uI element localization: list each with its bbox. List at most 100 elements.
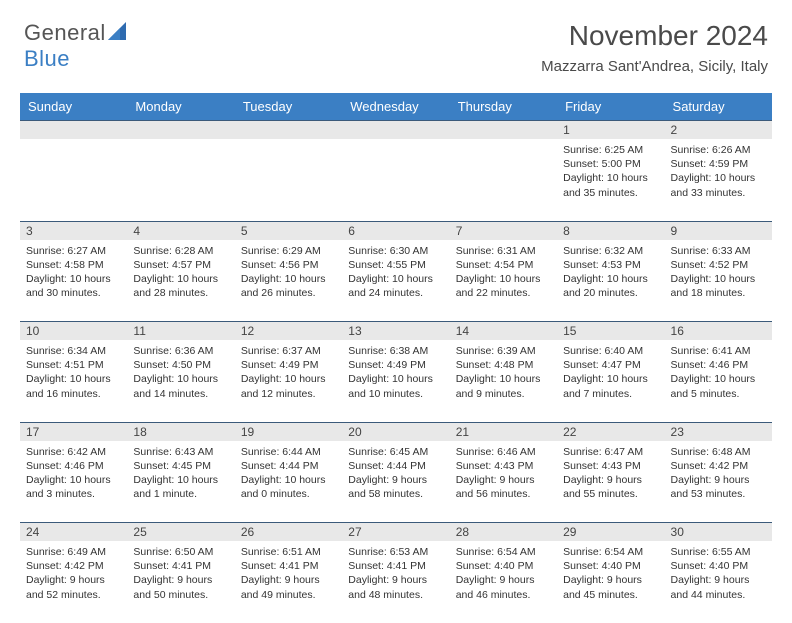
day-number: 30 xyxy=(665,523,772,541)
sunset-text: Sunset: 4:41 PM xyxy=(241,559,336,573)
daylight-text: Daylight: 9 hours and 55 minutes. xyxy=(563,473,658,501)
daylight-text: Daylight: 9 hours and 48 minutes. xyxy=(348,573,443,601)
weekday-header-row: Sunday Monday Tuesday Wednesday Thursday… xyxy=(20,93,772,121)
day-number: 17 xyxy=(20,423,127,441)
day-content: Sunrise: 6:49 AMSunset: 4:42 PMDaylight:… xyxy=(20,541,127,608)
day-cell: Sunrise: 6:51 AMSunset: 4:41 PMDaylight:… xyxy=(235,541,342,623)
day-content xyxy=(127,139,234,149)
day-number: 25 xyxy=(127,523,234,541)
sunrise-text: Sunrise: 6:29 AM xyxy=(241,244,336,258)
day-content: Sunrise: 6:40 AMSunset: 4:47 PMDaylight:… xyxy=(557,340,664,407)
day-number: 22 xyxy=(557,423,664,441)
sunrise-text: Sunrise: 6:54 AM xyxy=(563,545,658,559)
daylight-text: Daylight: 9 hours and 56 minutes. xyxy=(456,473,551,501)
day-cell: Sunrise: 6:27 AMSunset: 4:58 PMDaylight:… xyxy=(20,240,127,322)
day-number: 26 xyxy=(235,523,342,541)
day-content: Sunrise: 6:50 AMSunset: 4:41 PMDaylight:… xyxy=(127,541,234,608)
daynum-cell: 16 xyxy=(665,322,772,341)
sunrise-text: Sunrise: 6:41 AM xyxy=(671,344,766,358)
daylight-text: Daylight: 10 hours and 24 minutes. xyxy=(348,272,443,300)
day-number: 14 xyxy=(450,322,557,340)
sunset-text: Sunset: 4:56 PM xyxy=(241,258,336,272)
day-number: 6 xyxy=(342,222,449,240)
sunrise-text: Sunrise: 6:25 AM xyxy=(563,143,658,157)
daynum-cell xyxy=(20,121,127,140)
sunset-text: Sunset: 4:40 PM xyxy=(456,559,551,573)
day-number: 28 xyxy=(450,523,557,541)
sunrise-text: Sunrise: 6:45 AM xyxy=(348,445,443,459)
sunrise-text: Sunrise: 6:46 AM xyxy=(456,445,551,459)
day-cell: Sunrise: 6:43 AMSunset: 4:45 PMDaylight:… xyxy=(127,441,234,523)
daylight-text: Daylight: 10 hours and 10 minutes. xyxy=(348,372,443,400)
daylight-text: Daylight: 10 hours and 22 minutes. xyxy=(456,272,551,300)
sail-icon xyxy=(108,20,130,45)
daynum-cell: 13 xyxy=(342,322,449,341)
day-content: Sunrise: 6:32 AMSunset: 4:53 PMDaylight:… xyxy=(557,240,664,307)
day-cell xyxy=(342,139,449,221)
daynum-cell: 10 xyxy=(20,322,127,341)
daynum-cell: 8 xyxy=(557,221,664,240)
weekday-header: Saturday xyxy=(665,93,772,121)
daylight-text: Daylight: 10 hours and 1 minute. xyxy=(133,473,228,501)
day-number: 5 xyxy=(235,222,342,240)
sunrise-text: Sunrise: 6:34 AM xyxy=(26,344,121,358)
daynum-cell: 4 xyxy=(127,221,234,240)
sunrise-text: Sunrise: 6:47 AM xyxy=(563,445,658,459)
sunset-text: Sunset: 4:47 PM xyxy=(563,358,658,372)
daylight-text: Daylight: 10 hours and 16 minutes. xyxy=(26,372,121,400)
day-number: 20 xyxy=(342,423,449,441)
weekday-header: Sunday xyxy=(20,93,127,121)
day-cell: Sunrise: 6:50 AMSunset: 4:41 PMDaylight:… xyxy=(127,541,234,623)
day-number: 2 xyxy=(665,121,772,139)
week-row: Sunrise: 6:34 AMSunset: 4:51 PMDaylight:… xyxy=(20,340,772,422)
daynum-cell: 2 xyxy=(665,121,772,140)
day-cell xyxy=(20,139,127,221)
daynum-cell: 6 xyxy=(342,221,449,240)
day-cell: Sunrise: 6:48 AMSunset: 4:42 PMDaylight:… xyxy=(665,441,772,523)
sunset-text: Sunset: 4:45 PM xyxy=(133,459,228,473)
daylight-text: Daylight: 10 hours and 14 minutes. xyxy=(133,372,228,400)
day-number: 16 xyxy=(665,322,772,340)
sunset-text: Sunset: 4:46 PM xyxy=(26,459,121,473)
sunrise-text: Sunrise: 6:53 AM xyxy=(348,545,443,559)
daylight-text: Daylight: 9 hours and 45 minutes. xyxy=(563,573,658,601)
day-number: 10 xyxy=(20,322,127,340)
sunrise-text: Sunrise: 6:55 AM xyxy=(671,545,766,559)
daylight-text: Daylight: 10 hours and 30 minutes. xyxy=(26,272,121,300)
sunset-text: Sunset: 4:58 PM xyxy=(26,258,121,272)
weekday-header: Monday xyxy=(127,93,234,121)
sunset-text: Sunset: 4:46 PM xyxy=(671,358,766,372)
day-number: 23 xyxy=(665,423,772,441)
day-content: Sunrise: 6:46 AMSunset: 4:43 PMDaylight:… xyxy=(450,441,557,508)
daynum-cell: 25 xyxy=(127,523,234,542)
day-content: Sunrise: 6:44 AMSunset: 4:44 PMDaylight:… xyxy=(235,441,342,508)
day-cell: Sunrise: 6:54 AMSunset: 4:40 PMDaylight:… xyxy=(557,541,664,623)
day-cell: Sunrise: 6:39 AMSunset: 4:48 PMDaylight:… xyxy=(450,340,557,422)
day-cell: Sunrise: 6:44 AMSunset: 4:44 PMDaylight:… xyxy=(235,441,342,523)
daynum-cell: 26 xyxy=(235,523,342,542)
sunset-text: Sunset: 4:57 PM xyxy=(133,258,228,272)
day-content: Sunrise: 6:37 AMSunset: 4:49 PMDaylight:… xyxy=(235,340,342,407)
day-cell: Sunrise: 6:25 AMSunset: 5:00 PMDaylight:… xyxy=(557,139,664,221)
day-content: Sunrise: 6:33 AMSunset: 4:52 PMDaylight:… xyxy=(665,240,772,307)
sunset-text: Sunset: 4:42 PM xyxy=(671,459,766,473)
sunset-text: Sunset: 4:49 PM xyxy=(348,358,443,372)
sunrise-text: Sunrise: 6:38 AM xyxy=(348,344,443,358)
sunrise-text: Sunrise: 6:49 AM xyxy=(26,545,121,559)
daynum-cell xyxy=(127,121,234,140)
day-content: Sunrise: 6:51 AMSunset: 4:41 PMDaylight:… xyxy=(235,541,342,608)
day-content: Sunrise: 6:53 AMSunset: 4:41 PMDaylight:… xyxy=(342,541,449,608)
day-number xyxy=(127,121,234,125)
day-cell: Sunrise: 6:26 AMSunset: 4:59 PMDaylight:… xyxy=(665,139,772,221)
sunrise-text: Sunrise: 6:44 AM xyxy=(241,445,336,459)
day-number: 12 xyxy=(235,322,342,340)
daylight-text: Daylight: 10 hours and 28 minutes. xyxy=(133,272,228,300)
daynum-cell xyxy=(235,121,342,140)
sunrise-text: Sunrise: 6:39 AM xyxy=(456,344,551,358)
month-title: November 2024 xyxy=(541,20,768,52)
day-cell: Sunrise: 6:45 AMSunset: 4:44 PMDaylight:… xyxy=(342,441,449,523)
week-row: Sunrise: 6:49 AMSunset: 4:42 PMDaylight:… xyxy=(20,541,772,623)
day-cell: Sunrise: 6:33 AMSunset: 4:52 PMDaylight:… xyxy=(665,240,772,322)
sunrise-text: Sunrise: 6:26 AM xyxy=(671,143,766,157)
weekday-header: Wednesday xyxy=(342,93,449,121)
